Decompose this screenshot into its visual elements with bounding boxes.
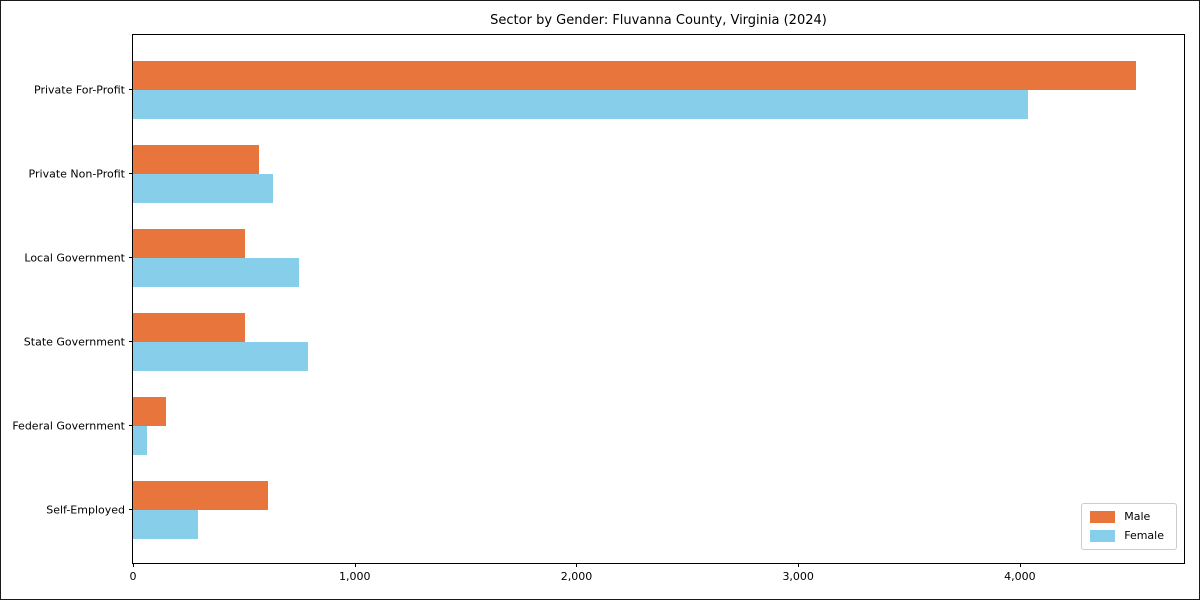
bar-female-local-government	[133, 257, 300, 287]
bar-male-private-for-profit	[133, 60, 1137, 90]
bar-male-self-employed	[133, 480, 269, 510]
male-swatch-icon	[1090, 511, 1116, 523]
xtick-label-0: 0	[129, 570, 137, 583]
xtick-mark-4000	[1019, 563, 1021, 567]
legend-label-female: Female	[1124, 529, 1164, 542]
ytick-mark-local-government	[129, 257, 133, 259]
ytick-mark-state-government	[129, 341, 133, 343]
legend-entry-female: Female	[1090, 530, 1164, 542]
ytick-label-private-non-profit: Private Non-Profit	[28, 167, 125, 181]
ytick-label-local-government: Local Government	[24, 251, 125, 265]
ytick-mark-private-for-profit	[129, 89, 133, 91]
bar-male-private-non-profit	[133, 144, 260, 174]
bar-male-local-government	[133, 228, 245, 258]
bar-female-state-government	[133, 341, 309, 371]
xtick-label-3000: 3,000	[782, 570, 814, 583]
ytick-mark-federal-government	[129, 425, 133, 427]
xtick-label-4000: 4,000	[1004, 570, 1036, 583]
ytick-label-federal-government: Federal Government	[12, 419, 125, 433]
legend-entry-male: Male	[1090, 511, 1164, 523]
bar-female-private-for-profit	[133, 89, 1028, 119]
bar-female-self-employed	[133, 509, 199, 539]
ytick-label-state-government: State Government	[23, 335, 125, 349]
bar-female-federal-government	[133, 425, 148, 455]
ytick-label-private-for-profit: Private For-Profit	[34, 83, 125, 97]
legend: Male Female	[1081, 503, 1177, 550]
xtick-mark-0	[133, 563, 134, 567]
xtick-mark-3000	[798, 563, 800, 567]
bar-male-state-government	[133, 312, 245, 342]
ytick-label-self-employed: Self-Employed	[46, 503, 125, 517]
female-swatch-icon	[1090, 530, 1116, 542]
xtick-label-2000: 2,000	[560, 570, 593, 583]
ytick-mark-self-employed	[129, 509, 133, 511]
plot-area: Male Female Private For-Profit Private No…	[12, 34, 1185, 583]
bar-male-federal-government	[133, 396, 167, 426]
xtick-mark-2000	[576, 563, 578, 567]
legend-label-male: Male	[1124, 510, 1151, 523]
xtick-label-1000: 1,000	[338, 570, 371, 583]
ytick-mark-private-non-profit	[129, 173, 133, 175]
xtick-mark-1000	[354, 563, 356, 567]
bar-female-private-non-profit	[133, 173, 273, 203]
chart-title: Sector by Gender: Fluvanna County, Virgi…	[490, 13, 827, 28]
